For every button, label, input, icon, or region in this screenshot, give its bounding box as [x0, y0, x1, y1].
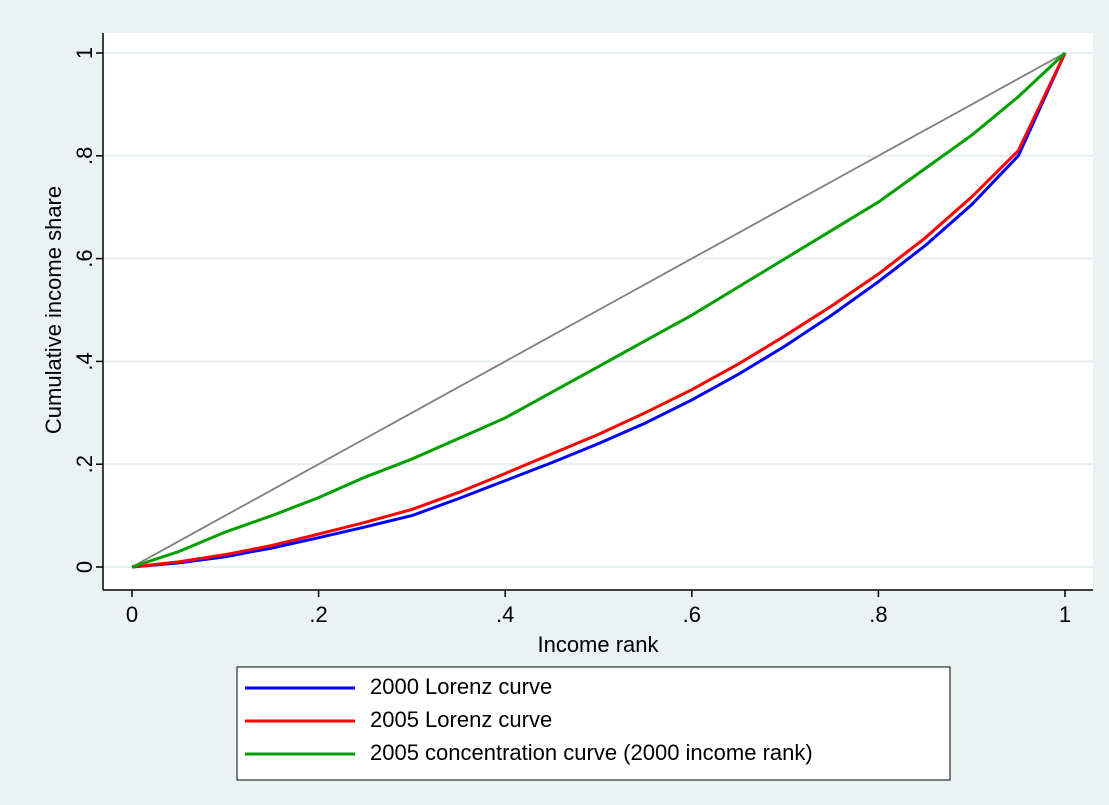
legend-label: 2005 Lorenz curve: [370, 707, 552, 732]
x-tick-label: .6: [683, 602, 701, 627]
legend-box: [236, 666, 951, 781]
series-line: [131, 52, 1066, 568]
x-axis-title: Income rank: [537, 632, 659, 657]
series-line: [131, 52, 1067, 569]
y-tick-label: .6: [72, 249, 97, 267]
legend-label: 2005 concentration curve (2000 income ra…: [370, 740, 813, 765]
series-line: [131, 51, 1067, 569]
y-tick-label: .4: [72, 352, 97, 370]
x-tick-label: 1: [1059, 602, 1071, 627]
x-tick-label: 0: [126, 602, 138, 627]
y-tick-label: .8: [72, 147, 97, 165]
legend-label: 2000 Lorenz curve: [370, 674, 552, 699]
y-tick-label: 1: [72, 47, 97, 59]
y-axis-title: Cumulative income share: [41, 186, 66, 434]
y-tick-label: .2: [72, 455, 97, 473]
x-tick-label: .4: [496, 602, 514, 627]
y-tick-label: 0: [72, 561, 97, 573]
series-line: [131, 52, 1067, 569]
plot-area: [103, 33, 1093, 590]
x-tick-label: .2: [309, 602, 327, 627]
x-tick-label: .8: [869, 602, 887, 627]
